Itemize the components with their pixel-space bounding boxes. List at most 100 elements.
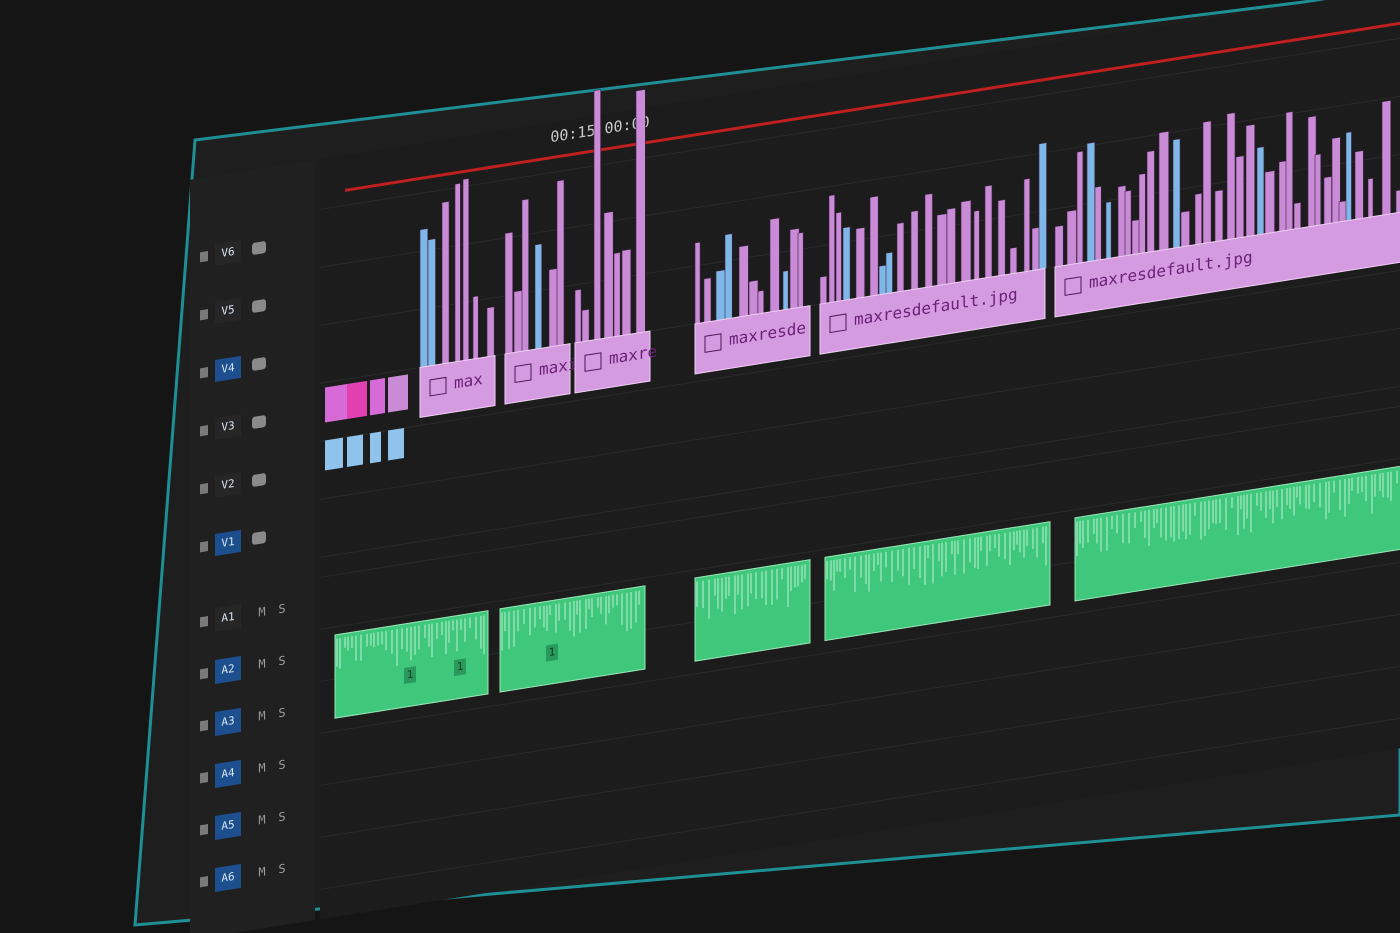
stacked-clip <box>936 213 948 286</box>
mute-button[interactable]: M <box>258 604 265 619</box>
solo-button[interactable]: S <box>278 757 285 772</box>
solo-button[interactable]: S <box>278 653 285 668</box>
track-target <box>215 863 241 892</box>
solo-button[interactable]: S <box>278 601 285 616</box>
stacked-clip <box>757 289 765 315</box>
stacked-clip <box>462 178 470 362</box>
lock-icon <box>200 824 208 836</box>
stacked-clip <box>715 269 727 321</box>
track-divider <box>320 92 1400 268</box>
track-target <box>215 811 241 840</box>
stacked-clip <box>521 198 529 352</box>
stacked-clip <box>1138 173 1146 254</box>
stacked-clip <box>1180 210 1190 248</box>
track-label: A3 <box>221 714 234 729</box>
lock-icon <box>200 483 208 495</box>
mute-button[interactable]: M <box>258 708 265 723</box>
lock-icon <box>200 876 208 888</box>
fx-badge <box>514 363 532 384</box>
track-target <box>215 239 241 266</box>
stacked-clip <box>486 306 495 358</box>
audio-badge <box>454 658 466 677</box>
track-target <box>215 297 241 324</box>
audio-badge <box>404 666 416 685</box>
eye-icon <box>252 241 266 255</box>
track-label: V5 <box>221 303 234 318</box>
track-target <box>215 759 241 788</box>
stacked-clip <box>441 201 450 365</box>
mute-button[interactable]: M <box>258 812 265 827</box>
audio-clip <box>694 559 811 662</box>
stacked-clip <box>1146 150 1155 253</box>
stacked-clip <box>1038 142 1047 270</box>
track-label: A4 <box>221 766 235 781</box>
video-clip <box>1054 208 1400 318</box>
track-divider <box>320 266 1400 442</box>
stacked-clip <box>1226 112 1236 241</box>
stacked-clip <box>534 243 543 350</box>
stacked-clip <box>581 308 590 343</box>
stacked-clip <box>472 295 479 360</box>
track-target <box>215 471 241 498</box>
fx-badge <box>704 333 722 353</box>
stacked-clip <box>1086 141 1096 263</box>
stacked-clip <box>1314 153 1322 227</box>
small-clip <box>325 384 347 423</box>
track-divider <box>320 662 1400 838</box>
stacked-clip <box>593 89 601 341</box>
track-label: V4 <box>221 361 235 376</box>
track-label: V2 <box>221 477 234 492</box>
stacked-clip <box>1338 200 1347 223</box>
track-divider <box>320 610 1400 786</box>
stacked-clip <box>603 211 614 339</box>
small-clip <box>347 434 363 468</box>
stacked-clip <box>1117 185 1127 258</box>
fx-badge <box>429 376 447 397</box>
track-label: A2 <box>221 662 234 677</box>
stacked-clip <box>1354 150 1364 220</box>
audio-clip-label: 1 <box>549 645 556 659</box>
mute-button[interactable]: M <box>258 864 265 879</box>
mute-button[interactable]: M <box>258 656 265 671</box>
track-target <box>215 603 241 632</box>
track-divider <box>320 558 1400 734</box>
stacked-clip <box>1066 209 1077 266</box>
solo-button[interactable]: S <box>278 809 285 824</box>
track-divider <box>320 402 1400 578</box>
track-target <box>215 655 241 684</box>
stacked-clip <box>797 232 804 308</box>
stacked-clip <box>1009 246 1018 275</box>
solo-button[interactable]: S <box>278 705 285 720</box>
stacked-clip <box>984 184 993 279</box>
stacked-clip <box>1323 176 1332 225</box>
audio-badge <box>546 643 558 662</box>
track-header-panel <box>190 160 315 933</box>
stacked-clip <box>910 210 919 291</box>
stacked-clip <box>960 199 972 283</box>
eye-icon <box>252 473 266 487</box>
lock-icon <box>200 541 208 553</box>
eye-icon <box>252 357 266 371</box>
lock-icon <box>200 367 208 379</box>
audio-clip <box>824 521 1051 642</box>
solo-button[interactable]: S <box>278 861 285 876</box>
stacked-clip <box>1076 150 1084 264</box>
stacked-clip <box>1202 120 1212 244</box>
small-clip <box>347 380 367 420</box>
stacked-clip <box>819 275 828 305</box>
small-clip <box>388 428 404 461</box>
timeline: 00:15:00:00 V6V5V4V3V2V1A1MSA2MSA3MSA4MS… <box>190 0 1400 933</box>
lock-icon <box>200 720 208 732</box>
mute-button[interactable]: M <box>258 760 265 775</box>
stacked-clip <box>1264 170 1275 234</box>
clip-label: max <box>454 369 483 393</box>
stacked-clip <box>842 226 851 301</box>
track-divider <box>320 324 1400 500</box>
stacked-clip <box>694 241 701 325</box>
lock-icon <box>200 616 208 628</box>
lock-icon <box>200 251 208 263</box>
video-clip <box>694 305 811 375</box>
small-clip <box>388 374 408 413</box>
stacked-clip <box>1158 130 1170 251</box>
